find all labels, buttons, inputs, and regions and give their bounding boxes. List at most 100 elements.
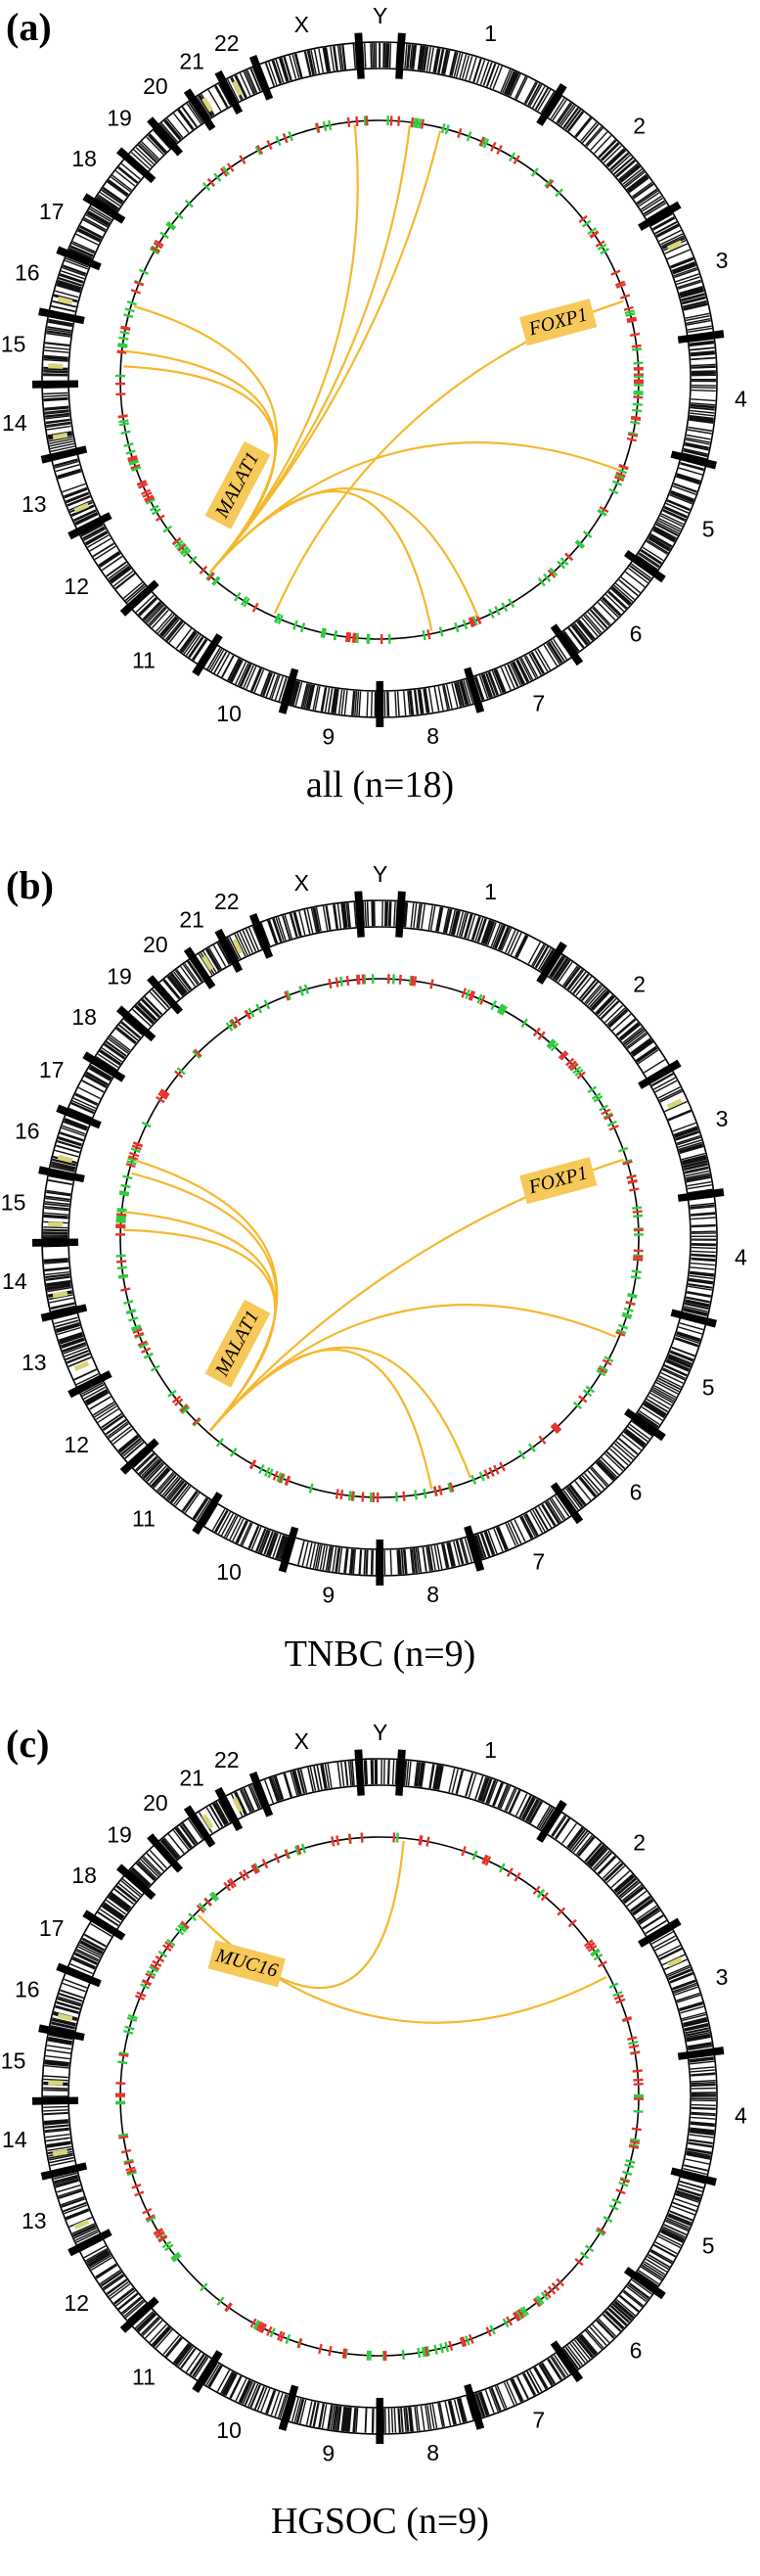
panel-letter: (b): [6, 863, 54, 907]
chromosome-bands: [135, 594, 213, 665]
chromosome-13: 13: [22, 2165, 112, 2253]
chromosome-separator: [187, 946, 216, 988]
chromosome-bands: [401, 901, 556, 972]
chromosome-separator: [398, 891, 406, 938]
chromosome-bands: [562, 1418, 654, 1511]
chromosome-label: 18: [71, 146, 97, 171]
track-circle: [119, 119, 640, 640]
chromosome-separator: [40, 2162, 87, 2177]
chromosome-separator: [550, 625, 580, 667]
chromosome-16: 16: [15, 250, 101, 321]
chromosome-label: Y: [373, 3, 387, 28]
chromosome-separator: [282, 668, 299, 714]
gene-label-box: [207, 1940, 286, 1988]
chromosome-separator: [358, 1749, 365, 1796]
chromosome-14: 14: [2, 383, 87, 460]
chromosome-bands: [401, 1760, 557, 1831]
chromosome-separator: [38, 1166, 85, 1179]
chromosome-separator: [358, 891, 365, 938]
chromosome-separator: [464, 667, 481, 713]
chromosome-separator: [38, 307, 85, 321]
heterochromatin-band: [666, 1956, 683, 1968]
chromosome-bands: [95, 1018, 144, 1071]
heterochromatin-band: [48, 2080, 64, 2086]
chromosome-bands: [158, 960, 203, 1003]
fusion-link: [273, 299, 624, 615]
heterochromatin-band: [201, 97, 214, 113]
chromosome-label: 6: [630, 1479, 643, 1504]
chromosome-Y: Y: [358, 3, 402, 79]
chromosome-label: 6: [630, 2337, 643, 2363]
chromosome-bands: [383, 1537, 475, 1576]
chromosome-separator: [183, 90, 213, 131]
chromosome-separator: [116, 1008, 155, 1042]
chromosome-label: 4: [735, 2103, 747, 2129]
chromosome-19: 19: [107, 1821, 181, 1898]
chromosome-separator: [32, 1241, 79, 1247]
chromosome-separator: [67, 512, 112, 536]
chromosome-8: 8: [379, 2384, 481, 2465]
chromosome-label: 10: [216, 701, 242, 726]
panel-b: (b) 1 2 3 4 5 6 7 8 9 10 11 12 13 14 15 16 17 18 19 20 21 22 X…: [0, 858, 760, 1717]
chromosome-separator: [248, 1772, 270, 1817]
chromosome-4: 4: [671, 333, 747, 466]
chromosome-22: 22: [214, 30, 270, 114]
chromosome-separator: [553, 623, 584, 664]
chromosome-separator: [119, 579, 157, 614]
chromosome-15: 15: [1, 311, 85, 385]
chromosome-9: 9: [282, 668, 380, 749]
chromosome-label: 7: [532, 690, 545, 715]
chromosome-20: 20: [143, 1790, 213, 1871]
chromosome-bands: [473, 2353, 571, 2418]
chromosome-separator: [550, 2342, 580, 2383]
chromosome-bands: [635, 1316, 705, 1431]
chromosome-separator: [214, 1788, 241, 1832]
chromosome-label: 17: [39, 1915, 65, 1941]
chromosome-separator: [118, 1863, 156, 1898]
chromosome-separator: [395, 32, 402, 79]
chromosome-21: 21: [179, 907, 241, 988]
chromosome-separator: [56, 250, 101, 271]
chromosome-separator: [358, 32, 365, 79]
chromosome-separator: [467, 2383, 485, 2429]
chromosome-11: 11: [122, 2299, 220, 2391]
chromosome-separator: [40, 445, 87, 460]
chromosome-separator: [32, 383, 79, 389]
chromosome-separator: [41, 1307, 88, 1322]
chromosome-X: X: [252, 870, 362, 958]
track-circle: [119, 978, 640, 1498]
chromosome-separator: [670, 1311, 717, 1328]
chromosome-separator: [248, 914, 270, 959]
chromosome-X: X: [252, 1728, 362, 1817]
chromosome-bands: [259, 901, 357, 947]
chromosome-21: 21: [179, 1766, 241, 1846]
chromosome-label: 11: [132, 2365, 156, 2390]
chromosome-11: 11: [122, 582, 220, 674]
chromosome-label: 13: [22, 2208, 47, 2233]
chromosome-separator: [623, 1410, 664, 1442]
gene-label: MUC16: [207, 1940, 286, 1988]
chromosome-7: 7: [467, 625, 580, 715]
chromosome-separator: [539, 1802, 567, 1843]
chromosome-label: 15: [1, 332, 26, 357]
chromosome-label: 5: [702, 2233, 715, 2259]
panel-a: (a) 1 2 3 4 5 6 7 8 9 10 11 12 13 14 15 16 17 18 19 20 21 22 X…: [0, 0, 760, 858]
chromosome-bands: [94, 162, 141, 214]
mutation-ticks: [114, 115, 645, 645]
chromosome-separator: [354, 891, 362, 938]
chromosome-bands: [546, 1812, 667, 1935]
chromosome-separator: [282, 2385, 299, 2431]
chromosome-15: 15: [1, 1170, 85, 1243]
chromosome-separator: [671, 450, 717, 466]
chromosome-separator: [192, 2350, 220, 2391]
chromosome-18: 18: [71, 1004, 155, 1080]
chromosome-bands: [649, 1070, 713, 1194]
heterochromatin-band: [232, 939, 244, 954]
chromosome-outline: [634, 457, 707, 574]
chromosome-separator: [57, 1962, 102, 1985]
chromosome-label: 1: [484, 21, 497, 46]
chromosome-separator: [252, 1771, 274, 1817]
chromosome-label: 10: [216, 2417, 242, 2443]
chromosome-label: 8: [426, 1582, 439, 1607]
chromosome-18: 18: [71, 146, 155, 221]
